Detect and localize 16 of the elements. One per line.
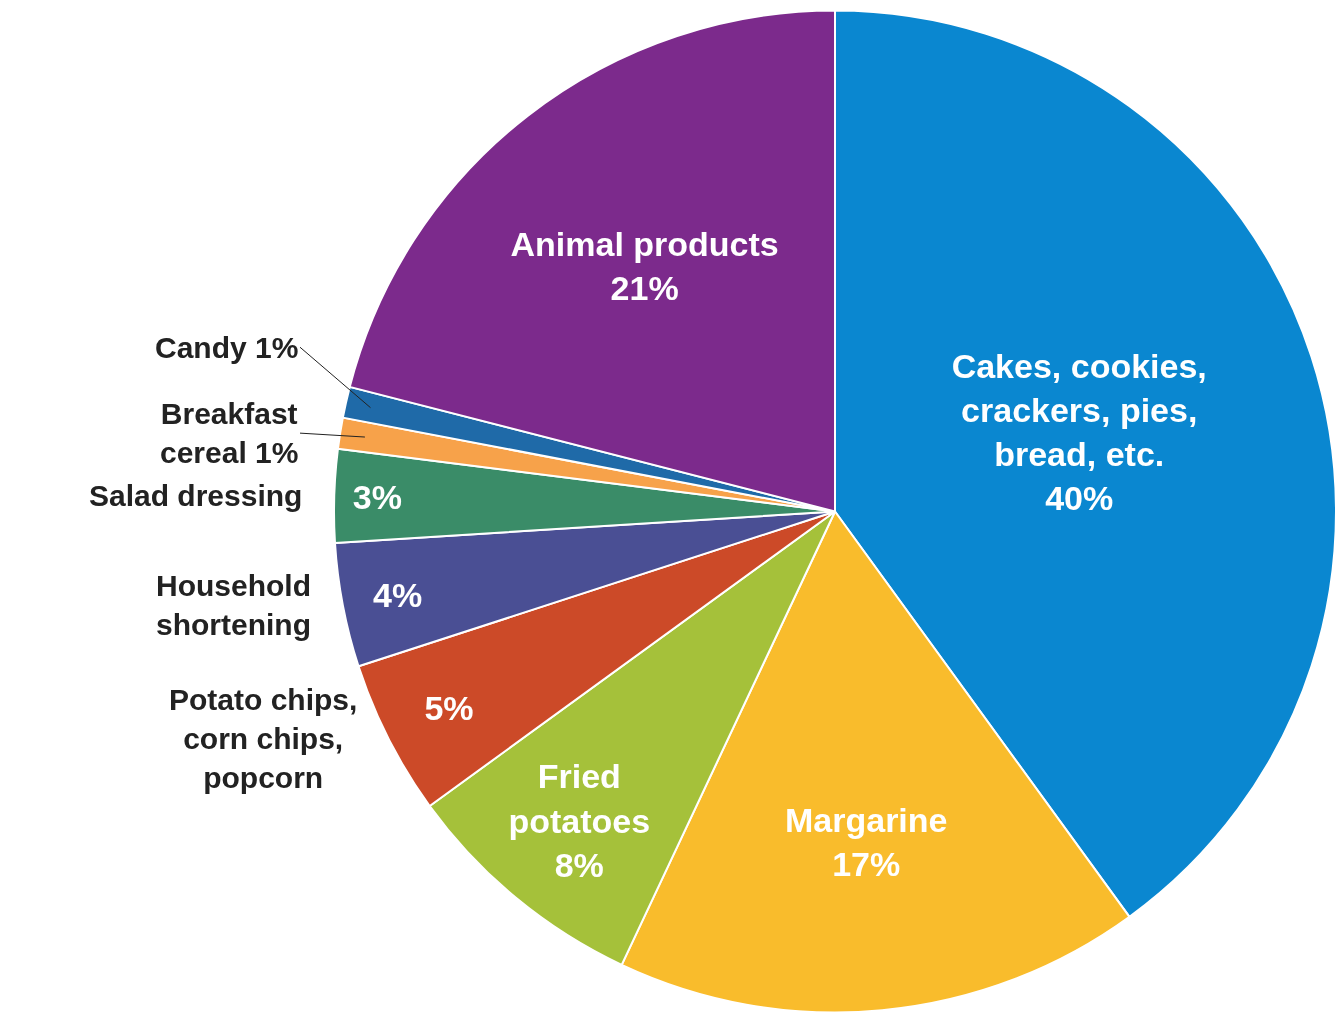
slice-label: Cakes, cookies, crackers, pies, bread, etc. [951, 346, 1207, 474]
data-label: 5% [424, 689, 474, 728]
data-label: 21% [610, 269, 679, 308]
data-label: 3% [352, 478, 402, 517]
slice-label: Breakfast cereal 1% [160, 397, 299, 469]
slice-label: Margarine [784, 800, 948, 839]
slice-label: Household shortening [156, 569, 311, 641]
slice-label: Animal products [510, 224, 779, 263]
data-label: 4% [373, 575, 423, 614]
data-label: 8% [554, 845, 604, 884]
slice-label: Fried potatoes [508, 757, 651, 840]
data-label: 40% [1045, 479, 1114, 518]
slice-label: Potato chips, corn chips, popcorn [169, 683, 358, 794]
slice-label: Candy 1% [155, 331, 299, 364]
data-label: 17% [832, 845, 901, 884]
slice-label: Salad dressing [89, 479, 303, 512]
